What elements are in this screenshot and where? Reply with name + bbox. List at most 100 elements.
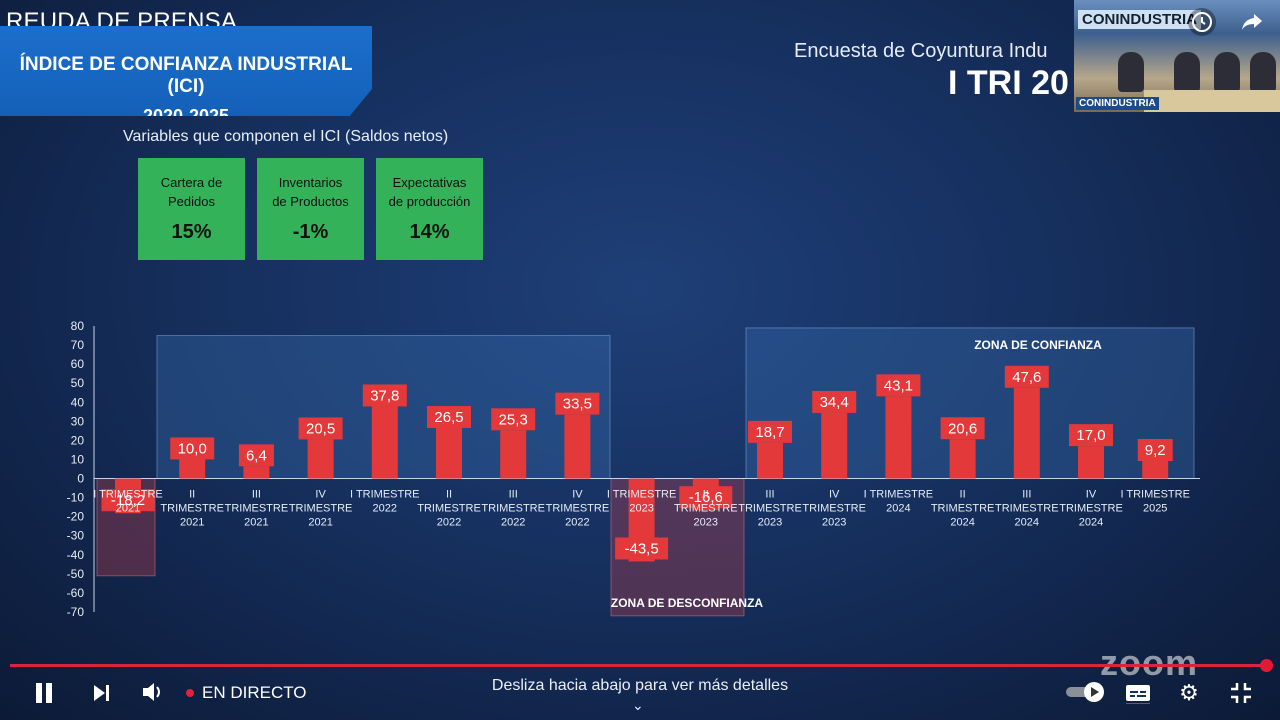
variable-label: Inventarios [278, 175, 343, 190]
chevron-down-icon[interactable]: ⌄ [632, 697, 644, 713]
category-label: III [252, 489, 261, 501]
live-indicator[interactable]: EN DIRECTO [186, 681, 307, 705]
bar [307, 439, 334, 479]
confidence-zone-label: ZONA DE CONFIANZA [974, 338, 1102, 352]
pause-icon[interactable] [30, 679, 58, 707]
category-label: I TRIMESTRE [350, 489, 419, 501]
category-label: TRIMESTRE [1059, 503, 1123, 515]
y-tick-label: 80 [71, 319, 85, 333]
clock-icon[interactable] [1188, 8, 1216, 36]
value-label-bg [238, 444, 274, 467]
gear-icon[interactable]: ⚙ [1179, 680, 1199, 705]
progress-bar[interactable] [10, 664, 1268, 667]
category-label: III [509, 489, 518, 501]
variable-card-cartera: Cartera de Pedidos 15% [138, 158, 245, 260]
value-label: -16,6 [689, 489, 723, 506]
category-label: IV [1086, 489, 1097, 501]
value-label: -18,2 [111, 492, 145, 509]
category-label: TRIMESTRE [802, 503, 866, 515]
variable-label: Pedidos [168, 194, 215, 209]
category-label: I TRIMESTRE [864, 489, 933, 501]
video-thumbnail[interactable]: CONINDUSTRIA CONINDUSTRIA [1074, 0, 1280, 112]
ici-banner: ÍNDICE DE CONFIANZA INDUSTRIAL (ICI) 202… [0, 26, 372, 116]
bar [885, 396, 912, 479]
person [1174, 52, 1200, 92]
bar [821, 412, 848, 479]
y-tick-label: -30 [67, 529, 85, 543]
category-label: 2022 [565, 517, 589, 529]
category-label: I TRIMESTRE [607, 489, 676, 501]
category-label: II [446, 489, 452, 501]
progress-scrubber[interactable] [1260, 659, 1273, 672]
distrust-zone-label: ZONA DE DESCONFIANZA [611, 596, 764, 610]
category-label: TRIMESTRE [995, 503, 1059, 515]
category-label: I TRIMESTRE [1120, 489, 1189, 501]
category-label: 2022 [373, 503, 397, 515]
value-label: -43,5 [624, 540, 658, 557]
variable-value: 14% [409, 221, 450, 243]
value-label: 9,2 [1145, 442, 1166, 459]
value-label-bg [940, 417, 985, 440]
category-label: TRIMESTRE [481, 503, 545, 515]
value-label-bg [427, 406, 471, 429]
category-label: TRIMESTRE [931, 503, 995, 515]
value-label: 25,3 [499, 411, 528, 428]
share-icon[interactable] [1238, 8, 1266, 36]
y-tick-label: 60 [71, 357, 85, 371]
autoplay-toggle-icon[interactable] [1066, 680, 1108, 704]
variable-label: Expectativas [392, 175, 467, 190]
y-tick-label: -20 [67, 510, 85, 524]
category-label: TRIMESTRE [546, 503, 610, 515]
category-label: 2024 [950, 517, 974, 529]
value-label: 33,5 [563, 396, 592, 413]
category-label: TRIMESTRE [674, 503, 738, 515]
player-controls: EN DIRECTO Desliza hacia abajo para ver … [0, 667, 1280, 720]
bar [500, 430, 527, 479]
category-label: II [703, 489, 709, 501]
variable-value: 15% [171, 221, 212, 243]
value-label: 10,0 [178, 440, 207, 457]
zoom-watermark: zoom [1100, 642, 1198, 683]
category-label: TRIMESTRE [160, 503, 224, 515]
value-label: 6,4 [246, 447, 267, 464]
value-label: 43,1 [884, 377, 913, 394]
live-dot-icon [186, 689, 194, 697]
person [1214, 52, 1240, 92]
banner-title: ÍNDICE DE CONFIANZA INDUSTRIAL (ICI) [19, 54, 353, 97]
value-label-bg [1069, 424, 1113, 447]
value-label: 34,4 [820, 394, 849, 411]
bar [371, 406, 398, 479]
value-label: 26,5 [434, 409, 463, 426]
y-tick-label: -50 [67, 567, 85, 581]
survey-title: Encuesta de Coyuntura Indu [794, 40, 1048, 62]
category-label: TRIMESTRE [225, 503, 289, 515]
bar [1013, 387, 1040, 479]
value-label: 37,8 [370, 387, 399, 404]
y-tick-label: 50 [71, 376, 85, 390]
category-label: 2023 [758, 517, 782, 529]
captions-icon[interactable] [1124, 680, 1152, 706]
next-icon[interactable] [90, 681, 114, 705]
value-label: 20,5 [306, 420, 335, 437]
y-tick-label: 70 [71, 338, 85, 352]
category-label: I TRIMESTRE [93, 489, 162, 501]
value-label-bg [1137, 438, 1173, 461]
bar [179, 459, 206, 479]
value-label-bg [298, 417, 343, 440]
volume-icon[interactable] [140, 679, 166, 705]
value-label: 18,7 [755, 424, 784, 441]
ici-bar-chart: ZONA DE CONFIANZA ZONA DE DESCONFIANZA 80… [67, 319, 1200, 619]
exit-fullscreen-icon[interactable] [1228, 680, 1254, 706]
value-label-bg [679, 486, 733, 509]
bar [1142, 460, 1169, 479]
y-tick-label: -40 [67, 548, 85, 562]
y-tick-label: -60 [67, 586, 85, 600]
value-label-bg [615, 537, 669, 560]
variable-value: -1% [292, 221, 329, 243]
category-label: II [960, 489, 966, 501]
bar [564, 414, 591, 479]
category-label: 2021 [244, 517, 268, 529]
variable-label: Cartera de [160, 175, 223, 190]
bar [436, 428, 462, 479]
value-label-bg [876, 374, 921, 397]
